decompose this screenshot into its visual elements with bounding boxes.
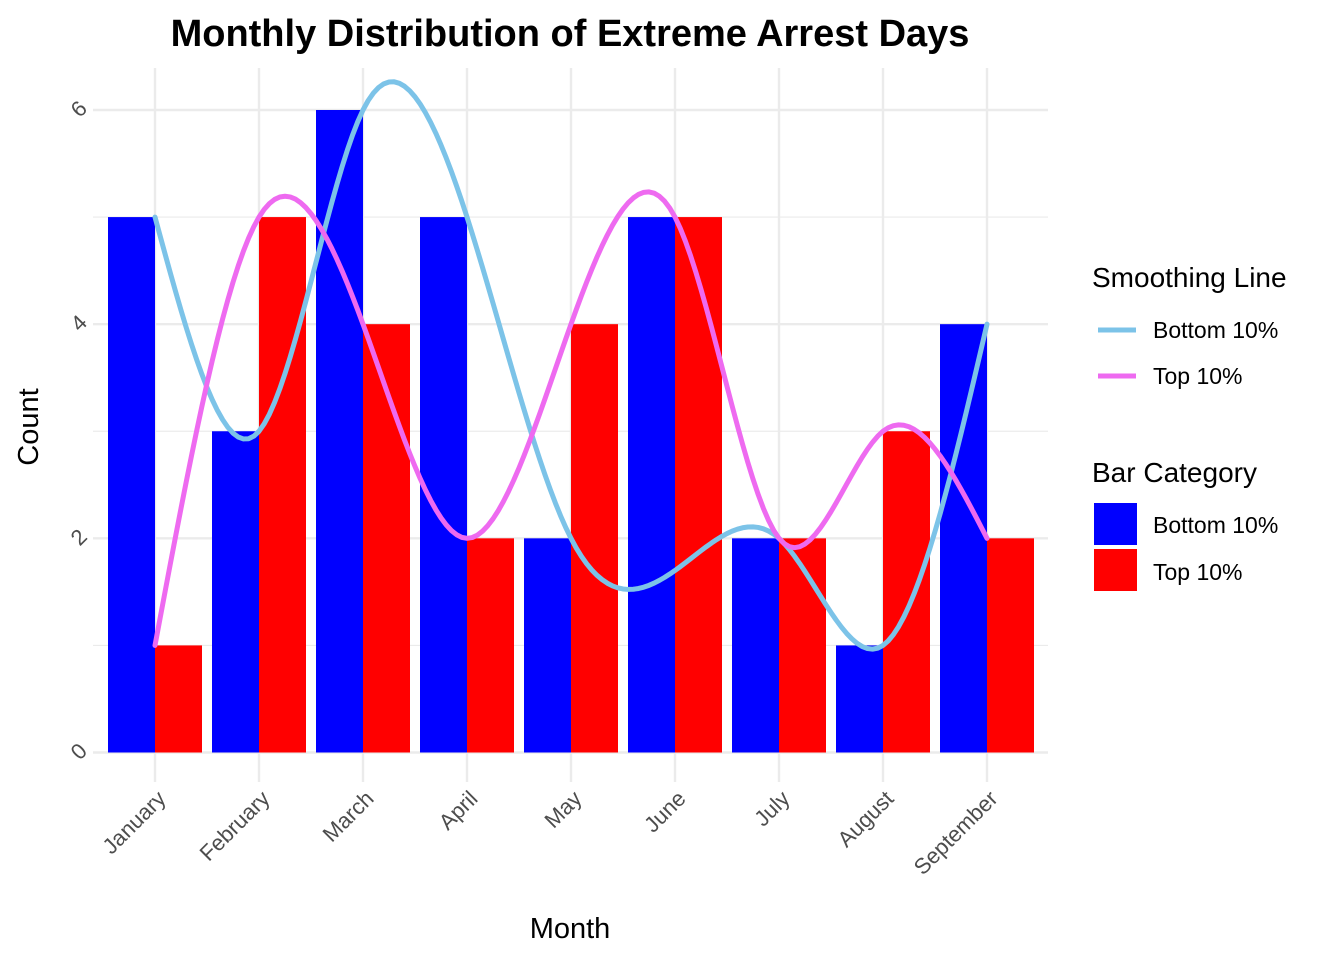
- bar-top-august: [883, 431, 930, 753]
- y-tick-label: 0: [66, 738, 92, 764]
- x-tick-label: May: [539, 786, 586, 833]
- smoothing-lines: [152, 79, 990, 652]
- bars: [108, 110, 1034, 753]
- legend-bar-top-label: Top 10%: [1153, 559, 1243, 585]
- bar-top-july: [779, 538, 826, 753]
- x-tick-label: April: [434, 786, 483, 835]
- y-axis-ticks: 0 2 4 6: [66, 96, 92, 765]
- bar-top-january: [155, 645, 202, 753]
- legend-bar-bottom-label: Bottom 10%: [1153, 512, 1278, 538]
- smoothing-line-bottom: [152, 79, 990, 652]
- bar-bottom-february: [212, 431, 259, 753]
- chart-title: Monthly Distribution of Extreme Arrest D…: [171, 13, 970, 55]
- bar-bottom-august: [836, 645, 883, 753]
- x-tick-label: August: [832, 786, 898, 852]
- x-axis-title: Month: [530, 913, 611, 945]
- x-tick-label: March: [318, 786, 379, 847]
- bar-bottom-march: [316, 110, 363, 753]
- bar-top-may: [571, 324, 618, 753]
- x-tick-label: September: [909, 786, 1003, 880]
- bar-bottom-april: [420, 217, 467, 753]
- bar-top-february: [259, 217, 306, 753]
- y-tick-label: 6: [66, 96, 92, 122]
- x-tick-label: July: [749, 786, 794, 831]
- legend: Smoothing Line Bottom 10% Top 10% Bar Ca…: [1092, 262, 1287, 591]
- bar-bottom-may: [524, 538, 571, 753]
- bar-top-september: [987, 538, 1034, 753]
- legend-line-top-label: Top 10%: [1153, 363, 1243, 389]
- legend-bar-top-swatch: [1094, 549, 1137, 591]
- bar-bottom-september: [940, 324, 987, 753]
- y-tick-label: 2: [66, 524, 92, 550]
- y-tick-label: 4: [66, 310, 92, 336]
- legend-line-title: Smoothing Line: [1092, 262, 1287, 293]
- bar-top-june: [675, 217, 722, 753]
- bar-top-april: [467, 538, 514, 753]
- x-tick-label: February: [195, 786, 275, 866]
- x-tick-label: January: [98, 786, 171, 859]
- legend-line-bottom-label: Bottom 10%: [1153, 317, 1278, 343]
- bar-bottom-june: [628, 217, 675, 753]
- y-axis-title: Count: [13, 388, 45, 465]
- legend-bar-bottom-swatch: [1094, 503, 1137, 545]
- smoothing-line-top: [152, 189, 990, 648]
- x-tick-label: June: [639, 786, 690, 837]
- legend-bar-title: Bar Category: [1092, 457, 1257, 488]
- x-axis-ticks: January February March April May June July Augu…: [98, 786, 1003, 880]
- bar-bottom-january: [108, 217, 155, 753]
- bar-bottom-july: [732, 538, 779, 753]
